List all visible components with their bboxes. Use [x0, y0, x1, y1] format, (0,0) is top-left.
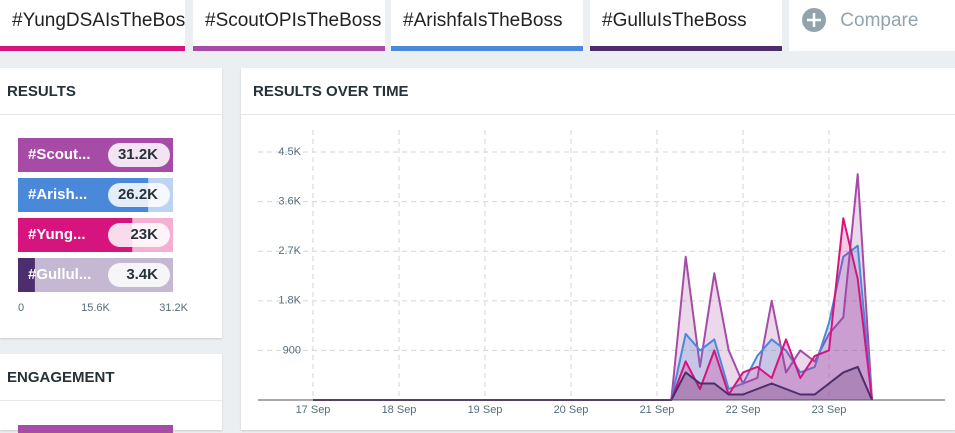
value-pill [108, 183, 170, 207]
panel-title: RESULTS [7, 83, 76, 100]
engagement-bar-top [18, 425, 173, 433]
compare-label[interactable]: Compare [840, 10, 919, 31]
tab[interactable]: #YungDSAIsTheBoss [0, 0, 185, 51]
tab[interactable]: #GulluIsTheBoss [590, 0, 782, 51]
value-label: 31.2K [118, 146, 158, 163]
value-label: 3.4K [126, 266, 158, 283]
engagement-panel: ENGAGEMENT [0, 354, 222, 433]
x-tick-label: 15.6K [81, 302, 110, 314]
panel-title: ENGAGEMENT [7, 369, 115, 386]
x-tick-label: 31.2K [159, 302, 188, 314]
tab[interactable]: #ArishfaIsTheBoss [391, 0, 583, 51]
compare-button[interactable]: Compare [789, 0, 955, 51]
value-pill [108, 263, 170, 287]
bar-label: #Yung... [28, 226, 86, 243]
bar-label: #Arish... [28, 186, 87, 203]
bar [18, 258, 35, 292]
plus-icon [802, 8, 826, 32]
value-label: 23K [130, 226, 158, 243]
value-pill [108, 223, 170, 247]
bar-label: #Scout... [28, 146, 91, 163]
results-over-time-panel: RESULTS OVER TIME [241, 68, 955, 430]
results-panel: RESULTS #Scout... 31.2K #Arish... 26.2K #Yun… [0, 68, 222, 338]
tab[interactable]: #ScoutOPIsTheBoss [193, 0, 385, 51]
bar-label: #Gullul... [28, 266, 91, 283]
panel-title: RESULTS OVER TIME [253, 83, 409, 100]
results-chart: #Scout... 31.2K #Arish... 26.2K #Yung... 23K #… [18, 138, 189, 314]
x-tick-label: 0 [18, 302, 24, 314]
value-label: 26.2K [118, 186, 158, 203]
value-pill [108, 143, 170, 167]
